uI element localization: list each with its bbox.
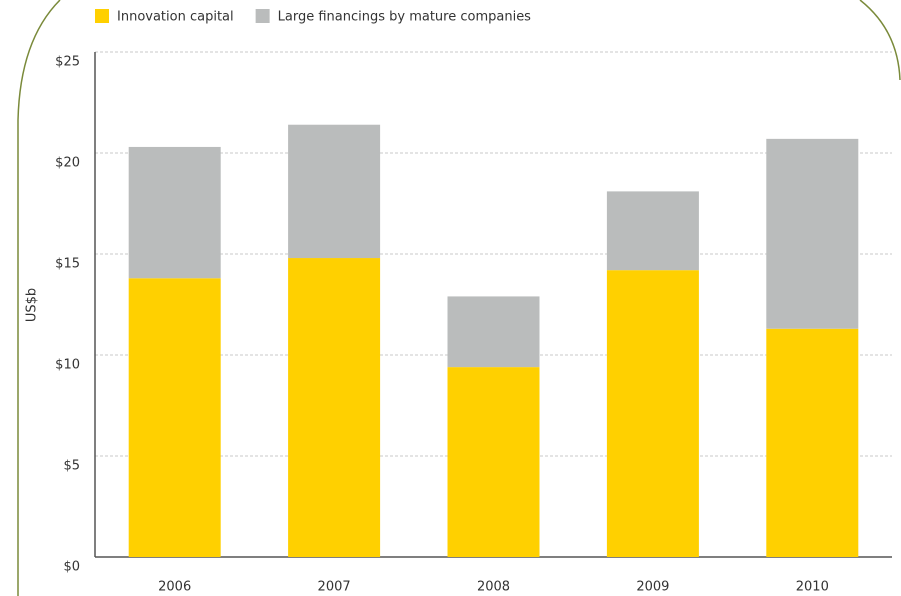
- bar: [128, 146, 221, 279]
- decor-border: [17, 0, 61, 596]
- y-axis-label: US$b: [25, 288, 40, 322]
- x-tick-label: 2010: [796, 580, 829, 595]
- legend-label: Innovation capital: [117, 10, 234, 25]
- y-tick-label: $15: [55, 257, 80, 272]
- y-tick-label: $10: [55, 358, 80, 373]
- legend-swatch: [95, 9, 109, 23]
- y-tick-label: $5: [63, 459, 80, 474]
- y-tick-label: $20: [55, 156, 80, 171]
- decor-border: [859, 0, 901, 81]
- x-tick-label: 2006: [158, 580, 191, 595]
- bar: [606, 191, 699, 271]
- legend-label: Large financings by mature companies: [278, 10, 532, 25]
- y-tick-label: $25: [55, 55, 80, 70]
- x-tick-label: 2007: [318, 580, 351, 595]
- y-tick-label: $0: [63, 560, 80, 575]
- bar: [766, 328, 859, 557]
- x-tick-label: 2009: [636, 580, 669, 595]
- bar: [288, 124, 381, 259]
- legend-swatch: [255, 9, 270, 23]
- bar: [606, 270, 699, 557]
- x-tick-label: 2008: [477, 580, 510, 595]
- bar: [128, 278, 221, 557]
- bar: [447, 296, 540, 368]
- bar: [288, 258, 381, 557]
- bar: [766, 138, 859, 329]
- bar: [447, 367, 540, 557]
